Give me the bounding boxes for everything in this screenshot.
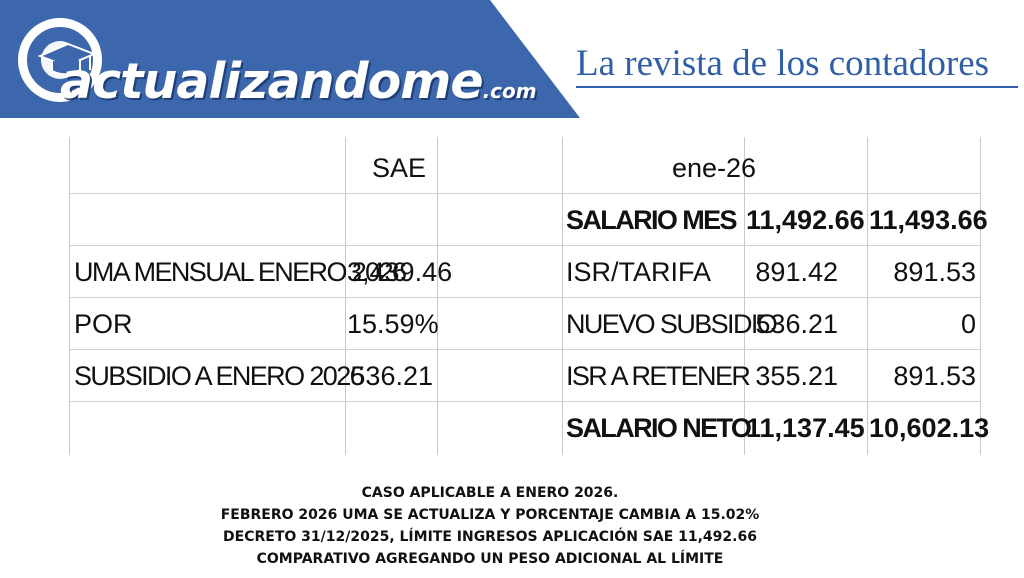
table-vline [980, 137, 981, 455]
footer-notes: CASO APLICABLE A ENERO 2026. FEBRERO 202… [160, 482, 820, 570]
value-isr-retener-2: 891.53 [893, 361, 976, 391]
value-isr-tarifa-2: 891.53 [893, 257, 976, 287]
label-subsidio-enero: SUBSIDIO A ENERO 2026 [74, 361, 365, 391]
table-vline [345, 137, 346, 455]
value-salario-mes-1: 11,492.66 [746, 205, 865, 235]
tagline: La revista de los contadores [576, 43, 990, 84]
logo-wordmark: actualizandome.com [60, 52, 537, 121]
label-salario-neto: SALARIO NETO [566, 413, 752, 443]
graduation-cap-icon [37, 42, 96, 76]
footer-note-line: FEBRERO 2026 UMA SE ACTUALIZA Y PORCENTA… [220, 507, 760, 523]
label-isr-tarifa: ISR/TARIFA [566, 257, 712, 287]
table-vline [69, 137, 70, 455]
header: actualizandome.com La revista de los con… [0, 0, 1024, 118]
table-hline [69, 193, 980, 194]
table-hline [69, 349, 980, 350]
value-subsidio-enero: 536.21 [350, 361, 433, 391]
value-salario-neto-2: 10,602.13 [869, 413, 990, 443]
value-por: 15.59% [347, 309, 439, 339]
tagline-underline [576, 86, 1018, 88]
label-isr-retener: ISR A RETENER [566, 361, 751, 391]
value-isr-retener-1: 355.21 [755, 361, 838, 391]
value-nuevo-subsidio-2: 0 [960, 309, 976, 339]
table-vline [744, 137, 745, 455]
footer-note-line: DECRETO 31/12/2025, LÍMITE INGRESOS APLI… [223, 529, 757, 545]
table-hline [69, 245, 980, 246]
value-salario-mes-2: 11,493.66 [869, 205, 988, 235]
table-vline [867, 137, 868, 455]
table-hline [69, 297, 980, 298]
value-uma-mensual: 3,439.46 [347, 257, 453, 287]
table-hline [69, 401, 980, 402]
value-isr-tarifa-1: 891.42 [755, 257, 838, 287]
label-por: POR [74, 309, 133, 339]
logo-suffix: .com [482, 79, 537, 103]
label-salario-mes: SALARIO MES [566, 205, 738, 235]
label-nuevo-subsidio: NUEVO SUBSIDIO [566, 309, 778, 339]
footer-note-line: CASO APLICABLE A ENERO 2026. [361, 485, 619, 501]
logo-text: actualizandome [60, 53, 484, 110]
label-uma-mensual: UMA MENSUAL ENERO 2026 [74, 257, 407, 287]
column-header-sae: SAE [372, 153, 427, 183]
column-header-period: ene-26 [672, 153, 757, 183]
table-vline [437, 137, 438, 455]
value-nuevo-subsidio-1: 536.21 [755, 309, 838, 339]
table-vline [562, 137, 563, 455]
footer-note-line: COMPARATIVO AGREGANDO UN PESO ADICIONAL … [256, 551, 724, 567]
value-salario-neto-1: 11,137.45 [746, 413, 865, 443]
